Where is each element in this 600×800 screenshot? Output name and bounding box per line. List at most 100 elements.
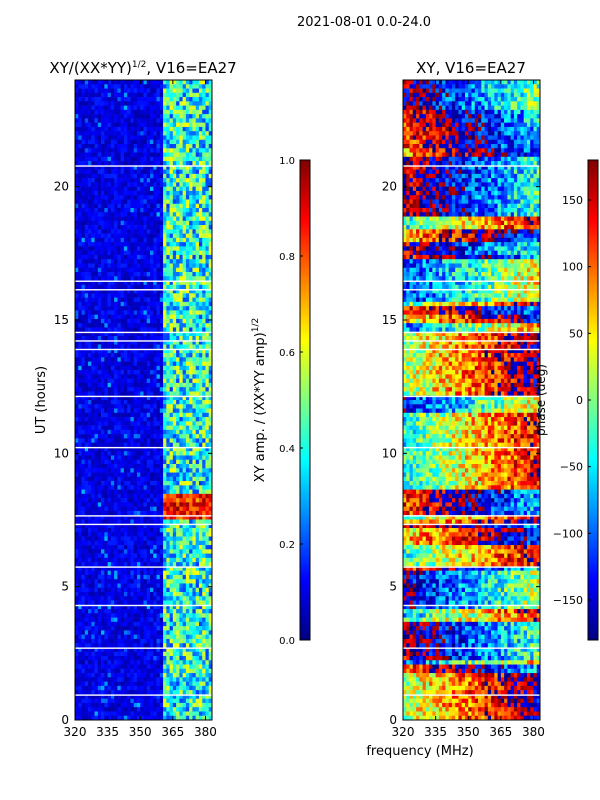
- amplitude-cell: [133, 365, 138, 371]
- amplitude-cell: [127, 549, 131, 554]
- amplitude-cell: [202, 237, 206, 243]
- amplitude-cell: [94, 336, 99, 341]
- amplitude-cell: [185, 489, 190, 495]
- amplitude-cell: [91, 139, 95, 145]
- amplitude-cell: [192, 442, 196, 448]
- amplitude-cell: [159, 280, 164, 286]
- amplitude-cell: [101, 178, 105, 183]
- amplitude-cell: [127, 229, 131, 234]
- amplitude-cell: [94, 421, 99, 426]
- amplitude-cell: [84, 233, 89, 239]
- amplitude-cell: [84, 250, 89, 256]
- amplitude-cell: [166, 178, 170, 183]
- amplitude-cell: [208, 105, 213, 111]
- amplitude-cell: [88, 502, 92, 507]
- amplitude-cell: [81, 404, 86, 409]
- amplitude-cell: [208, 348, 213, 354]
- amplitude-cell: [81, 131, 86, 136]
- amplitude-cell: [114, 502, 118, 507]
- amplitude-cell: [123, 336, 128, 341]
- amplitude-cell: [94, 126, 99, 132]
- amplitude-cell: [127, 574, 131, 580]
- amplitude-cell: [120, 493, 125, 499]
- amplitude-cell: [195, 438, 200, 443]
- amplitude-cell: [166, 237, 170, 243]
- amplitude-cell: [97, 557, 102, 563]
- amplitude-cell: [169, 139, 174, 145]
- amplitude-cell: [202, 557, 206, 563]
- amplitude-cell: [81, 263, 86, 269]
- amplitude-cell: [185, 519, 190, 525]
- amplitude-cell: [172, 327, 177, 333]
- amplitude-cell: [163, 225, 167, 230]
- amplitude-cell: [136, 348, 141, 354]
- amplitude-cell: [192, 545, 196, 550]
- amplitude-cell: [123, 451, 128, 456]
- amplitude-cell: [104, 523, 108, 529]
- amplitude-cell: [172, 92, 177, 98]
- amplitude-cell: [176, 553, 180, 559]
- amplitude-cell: [84, 336, 89, 341]
- amplitude-cell: [97, 131, 102, 136]
- amplitude-cell: [101, 182, 105, 187]
- amplitude-cell: [133, 523, 138, 529]
- amplitude-cell: [136, 118, 141, 123]
- amplitude-cell: [159, 203, 164, 209]
- amplitude-cell: [75, 237, 79, 243]
- amplitude-cell: [195, 382, 200, 388]
- amplitude-cell: [140, 105, 144, 111]
- amplitude-cell: [114, 216, 118, 222]
- amplitude-cell: [120, 408, 125, 414]
- amplitude-cell: [143, 220, 148, 226]
- amplitude-cell: [84, 327, 89, 333]
- amplitude-cell: [78, 323, 82, 328]
- amplitude-cell: [130, 220, 135, 226]
- amplitude-cell: [120, 557, 125, 563]
- amplitude-cell: [166, 259, 170, 264]
- amplitude-cell: [163, 126, 167, 132]
- amplitude-cell: [150, 203, 154, 209]
- amplitude-cell: [114, 259, 118, 264]
- amplitude-cell: [202, 331, 206, 337]
- amplitude-cell: [94, 481, 99, 486]
- amplitude-cell: [81, 442, 86, 448]
- amplitude-cell: [172, 161, 177, 166]
- amplitude-cell: [176, 310, 180, 315]
- amplitude-cell: [114, 152, 118, 158]
- amplitude-cell: [195, 528, 200, 533]
- amplitude-cell: [176, 203, 180, 209]
- amplitude-cell: [94, 293, 99, 298]
- amplitude-cell: [205, 570, 210, 576]
- amplitude-cell: [104, 336, 108, 341]
- amplitude-cell: [192, 135, 196, 141]
- amplitude-cell: [101, 97, 105, 102]
- amplitude-cell: [208, 259, 213, 264]
- amplitude-cell: [81, 425, 86, 431]
- amplitude-cell: [107, 400, 112, 405]
- amplitude-cell: [101, 374, 105, 379]
- amplitude-cell: [127, 148, 131, 153]
- amplitude-cell: [110, 348, 115, 354]
- amplitude-cell: [150, 365, 154, 371]
- amplitude-cell: [75, 382, 79, 388]
- amplitude-cell: [179, 173, 183, 179]
- amplitude-cell: [176, 293, 180, 298]
- amplitude-cell: [166, 118, 170, 123]
- amplitude-cell: [150, 417, 154, 422]
- amplitude-cell: [140, 562, 144, 567]
- amplitude-cell: [172, 387, 177, 392]
- amplitude-cell: [123, 528, 128, 533]
- amplitude-cell: [159, 152, 164, 158]
- amplitude-cell: [150, 131, 154, 136]
- amplitude-cell: [97, 122, 102, 128]
- amplitude-cell: [182, 336, 187, 341]
- amplitude-cell: [185, 263, 190, 269]
- amplitude-cell: [130, 438, 135, 443]
- amplitude-cell: [130, 336, 135, 341]
- amplitude-cell: [198, 485, 203, 490]
- amplitude-cell: [182, 114, 187, 119]
- amplitude-cell: [123, 361, 128, 367]
- amplitude-cell: [110, 429, 115, 435]
- amplitude-cell: [75, 203, 79, 209]
- amplitude-cell: [120, 280, 125, 286]
